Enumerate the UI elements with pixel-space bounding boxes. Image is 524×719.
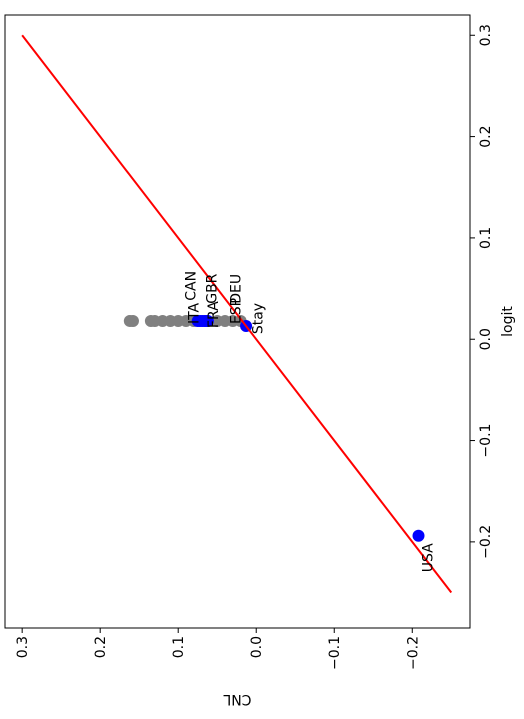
point-label: CAN [183, 271, 199, 301]
point [126, 314, 139, 327]
point-label: Stay [250, 303, 266, 334]
point-label: FRA [206, 301, 222, 328]
point-label: GBR [204, 273, 220, 303]
point [412, 529, 425, 542]
point-label: ESP [229, 298, 245, 324]
plot-frame [4, 14, 471, 629]
point-label: ITA [186, 302, 202, 324]
point [201, 314, 214, 327]
x-axis-label: logit [500, 306, 516, 337]
y-tick-label: 0.3 [15, 636, 31, 658]
point-label: USA [421, 543, 437, 572]
x-tick-label: 0.3 [478, 24, 494, 46]
point-label: DEU [229, 274, 245, 304]
y-axis-label: CNL [223, 691, 251, 707]
y-tick-label: 0.0 [249, 636, 265, 658]
y-tick-label: 0.1 [171, 636, 187, 658]
y-tick-label: 0.2 [93, 636, 109, 658]
x-tick-label: −0.2 [478, 525, 494, 559]
fit-line [21, 34, 453, 594]
y-tick-label: −0.2 [405, 636, 421, 670]
y-tick-label: −0.1 [327, 636, 343, 670]
x-tick-label: 0.0 [478, 328, 494, 350]
x-tick-label: 0.2 [478, 125, 494, 147]
rotated-figure: −0.2 −0.1 0.0 0.1 0.2 0.3 −0.2 −0.1 0.0 0.1 0.2 0.3… [4, 14, 516, 707]
x-tick-label: 0.1 [478, 227, 494, 249]
x-tick-label: −0.1 [478, 424, 494, 458]
